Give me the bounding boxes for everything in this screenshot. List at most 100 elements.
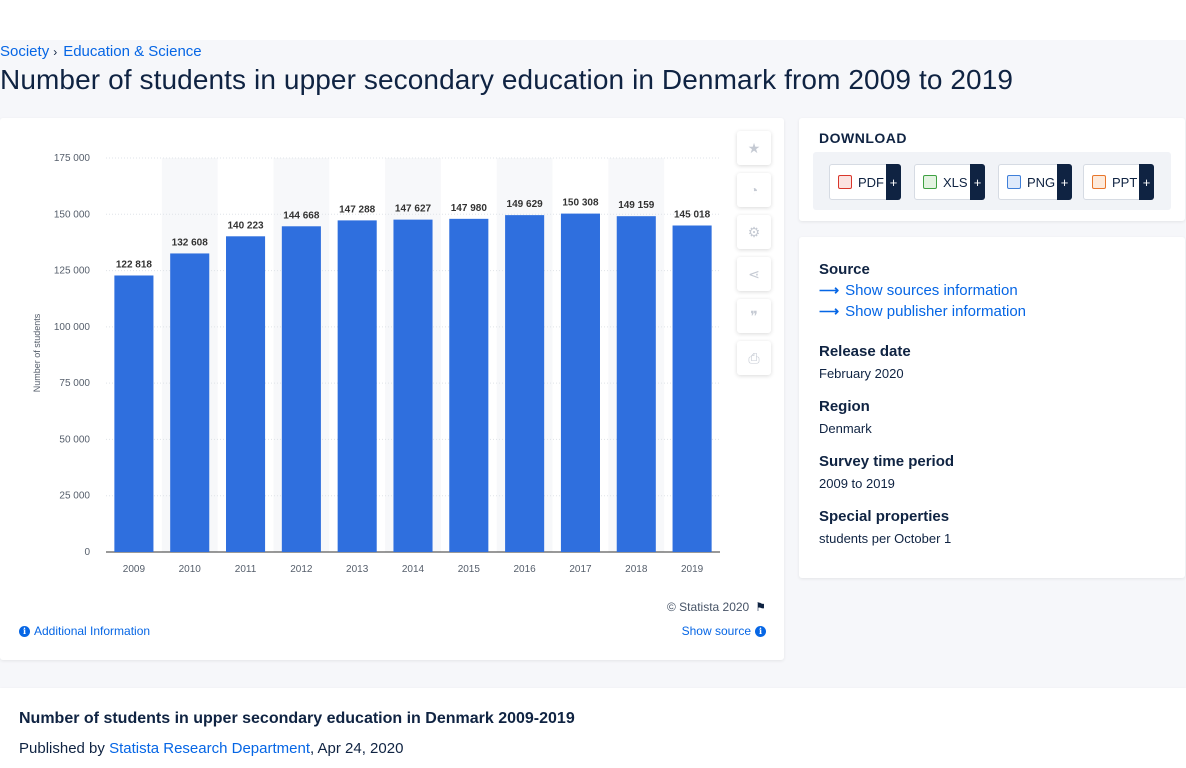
download-png-button[interactable]: PNG + <box>998 164 1072 200</box>
flag-icon[interactable]: ⚑ <box>755 600 766 614</box>
bar <box>281 226 321 552</box>
data-label: 149 629 <box>507 199 544 210</box>
gear-icon: ⚙ <box>747 223 761 240</box>
info-icon: i <box>19 625 30 637</box>
breadcrumb-education-science[interactable]: Education & Science <box>63 43 202 60</box>
show-source-label: Show source <box>681 624 751 638</box>
breadcrumb-society[interactable]: Society <box>0 43 50 60</box>
x-tick-label: 2016 <box>514 564 537 575</box>
y-tick-label: 50 000 <box>59 434 90 445</box>
data-label: 145 018 <box>674 210 711 221</box>
bar-chart: 0 25 000 50 000 75 000 100 000 125 000 150 000… <box>32 153 720 575</box>
description-title: Number of students in upper secondary ed… <box>19 710 575 727</box>
region-label: Region <box>819 398 870 415</box>
special-value: students per October 1 <box>819 531 952 546</box>
breadcrumb: Society › Education & Science <box>0 43 202 60</box>
cite-button[interactable]: ❞ <box>737 299 771 333</box>
published-date: , Apr 24, 2020 <box>310 740 404 757</box>
print-button[interactable]: ⎙ <box>737 341 771 375</box>
show-sources-label: Show sources information <box>845 282 1018 299</box>
y-tick-label: 0 <box>84 547 90 558</box>
copyright-text: © Statista 2020 <box>667 600 750 614</box>
bar <box>226 236 266 553</box>
y-tick-label: 75 000 <box>59 378 90 389</box>
data-label: 149 159 <box>618 200 655 211</box>
x-tick-label: 2013 <box>346 564 369 575</box>
bar <box>449 218 489 552</box>
chart-card: 0 25 000 50 000 75 000 100 000 125 000 150 000… <box>0 118 784 660</box>
bar <box>616 216 656 552</box>
ppt-file-icon <box>1092 175 1106 189</box>
chevron-right-icon: › <box>53 44 58 59</box>
survey-label: Survey time period <box>819 453 955 470</box>
x-tick-label: 2015 <box>458 564 481 575</box>
special-label: Special properties <box>819 508 950 525</box>
x-tick-label: 2010 <box>179 564 202 575</box>
x-tick-label: 2012 <box>290 564 313 575</box>
show-sources-link[interactable]: ⟶ Show sources information <box>819 282 1026 299</box>
additional-info-link[interactable]: i Additional Information <box>19 624 150 638</box>
download-pdf-button[interactable]: PDF + <box>829 164 901 200</box>
additional-info-label: Additional Information <box>34 624 151 638</box>
bar <box>337 220 377 552</box>
xls-file-icon <box>923 175 937 189</box>
download-card: DOWNLOAD PDF + XLS + PNG + PPT + <box>799 118 1185 221</box>
download-xls-button[interactable]: XLS + <box>914 164 985 200</box>
publisher-link[interactable]: Statista Research Department <box>109 740 310 757</box>
bar <box>672 225 712 553</box>
survey-block: Survey time period 2009 to 2019 <box>819 453 954 491</box>
region-value: Denmark <box>819 421 872 436</box>
star-icon: ★ <box>747 139 761 156</box>
bar <box>560 213 600 552</box>
favorite-button[interactable]: ★ <box>737 131 771 165</box>
plus-icon: + <box>1057 164 1072 200</box>
pdf-file-icon <box>838 175 852 189</box>
y-tick-label: 125 000 <box>54 266 91 277</box>
download-xls-label: XLS <box>943 174 968 190</box>
download-ppt-label: PPT <box>1112 174 1138 190</box>
show-publisher-link[interactable]: ⟶ Show publisher information <box>819 303 1026 320</box>
quote-icon: ❞ <box>750 307 758 324</box>
print-icon: ⎙ <box>748 349 760 366</box>
notification-button[interactable]: ◔ <box>737 173 771 207</box>
source-block: Source ⟶ Show sources information ⟶ Show… <box>819 261 1026 320</box>
data-label: 132 608 <box>172 237 209 248</box>
settings-button[interactable]: ⚙ <box>737 215 771 249</box>
arrow-right-icon: ⟶ <box>819 282 840 298</box>
chart-toolbar: ★ ◔ ⚙ ⋖ ❞ ⎙ <box>737 131 773 383</box>
copyright: © Statista 2020 ⚑ <box>667 600 766 614</box>
x-tick-label: 2014 <box>402 564 425 575</box>
release-label: Release date <box>819 343 911 360</box>
data-label: 150 308 <box>562 198 599 209</box>
show-source-link[interactable]: Show source i <box>682 624 766 638</box>
data-label: 147 980 <box>451 203 488 214</box>
special-block: Special properties students per October … <box>819 508 951 546</box>
data-label: 147 627 <box>395 204 432 215</box>
plus-icon: + <box>1139 164 1154 200</box>
share-icon: ⋖ <box>748 265 760 282</box>
bar <box>114 275 154 552</box>
bar <box>170 253 210 552</box>
bar <box>393 219 433 552</box>
description-card: Number of students in upper secondary ed… <box>0 688 1186 768</box>
data-label: 144 668 <box>283 210 320 221</box>
data-label: 140 223 <box>227 220 264 231</box>
data-label: 122 818 <box>116 259 153 270</box>
x-tick-label: 2017 <box>569 564 592 575</box>
share-button[interactable]: ⋖ <box>737 257 771 291</box>
top-band <box>0 0 1186 40</box>
y-tick-label: 150 000 <box>54 209 91 220</box>
download-ppt-button[interactable]: PPT + <box>1083 164 1154 200</box>
plus-icon: + <box>970 164 985 200</box>
region-block: Region Denmark <box>819 398 872 436</box>
arrow-right-icon: ⟶ <box>819 303 840 319</box>
bell-icon: ◔ <box>749 182 759 198</box>
x-tick-label: 2019 <box>681 564 704 575</box>
png-file-icon <box>1007 175 1021 189</box>
published-prefix: Published by <box>19 740 110 757</box>
release-block: Release date February 2020 <box>819 343 911 381</box>
show-publisher-label: Show publisher information <box>845 303 1027 320</box>
data-label: 147 288 <box>339 204 376 215</box>
statistic-details: Source ⟶ Show sources information ⟶ Show… <box>799 237 1185 578</box>
download-png-label: PNG <box>1027 174 1056 190</box>
